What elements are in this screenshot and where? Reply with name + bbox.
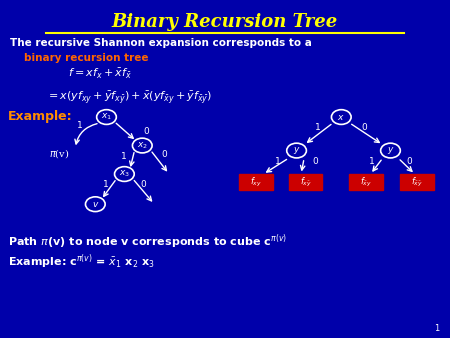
Text: Path $\pi$(v) to node v corresponds to cube c$^{\pi(v)}$: Path $\pi$(v) to node v corresponds to c… (8, 233, 287, 251)
Text: $f_{\bar{x}\bar{y}}$: $f_{\bar{x}\bar{y}}$ (411, 176, 423, 189)
Text: 0: 0 (312, 157, 318, 166)
Text: $v$: $v$ (92, 200, 99, 209)
Text: The recursive Shannon expansion corresponds to a: The recursive Shannon expansion correspo… (10, 38, 312, 48)
Text: Binary Recursion Tree: Binary Recursion Tree (112, 13, 338, 31)
FancyBboxPatch shape (239, 174, 273, 190)
Text: 0: 0 (140, 180, 146, 189)
Circle shape (132, 138, 152, 153)
Text: 1: 1 (103, 180, 108, 189)
Text: $f_{xy}$: $f_{xy}$ (250, 176, 262, 189)
Text: 0: 0 (144, 127, 149, 136)
Text: $x_1$: $x_1$ (101, 112, 112, 122)
Text: binary recursion tree: binary recursion tree (24, 53, 148, 63)
Text: 1: 1 (121, 152, 126, 161)
Text: 1: 1 (275, 157, 281, 166)
Text: 1: 1 (77, 121, 82, 130)
Text: 1: 1 (434, 324, 440, 333)
Text: $\pi$(v): $\pi$(v) (50, 147, 70, 161)
Circle shape (332, 110, 351, 124)
Circle shape (115, 167, 134, 182)
Circle shape (287, 143, 306, 158)
Text: $x$: $x$ (338, 113, 345, 122)
Text: $y$: $y$ (387, 145, 394, 156)
Text: Example: c$^{\pi(v)}$ = $\bar{x}_1$ x$_2$ x$_3$: Example: c$^{\pi(v)}$ = $\bar{x}_1$ x$_2… (8, 253, 155, 271)
FancyBboxPatch shape (400, 174, 434, 190)
Circle shape (97, 110, 116, 124)
Text: $f = xf_x + \bar{x}f_{\bar{x}}$: $f = xf_x + \bar{x}f_{\bar{x}}$ (68, 67, 132, 81)
Text: $= x(yf_{xy} + \bar{y}f_{x\bar{y}}) + \bar{x}(yf_{\bar{x}y} + \bar{y}f_{\bar{x}\: $= x(yf_{xy} + \bar{y}f_{x\bar{y}}) + \b… (46, 89, 212, 106)
Text: $x_3$: $x_3$ (119, 169, 130, 179)
Text: 1: 1 (315, 123, 321, 132)
Circle shape (86, 197, 105, 212)
Text: Example:: Example: (8, 110, 73, 123)
FancyBboxPatch shape (288, 174, 323, 190)
Text: 0: 0 (362, 123, 367, 132)
Text: $x_2$: $x_2$ (137, 140, 148, 151)
Text: $y$: $y$ (293, 145, 301, 156)
Text: $f_{\bar{x}y}$: $f_{\bar{x}y}$ (360, 176, 372, 189)
Text: 0: 0 (406, 157, 412, 166)
Text: 0: 0 (162, 150, 167, 160)
FancyBboxPatch shape (349, 174, 383, 190)
Text: $f_{x\bar{y}}$: $f_{x\bar{y}}$ (300, 176, 311, 189)
Text: 1: 1 (369, 157, 374, 166)
Circle shape (381, 143, 400, 158)
